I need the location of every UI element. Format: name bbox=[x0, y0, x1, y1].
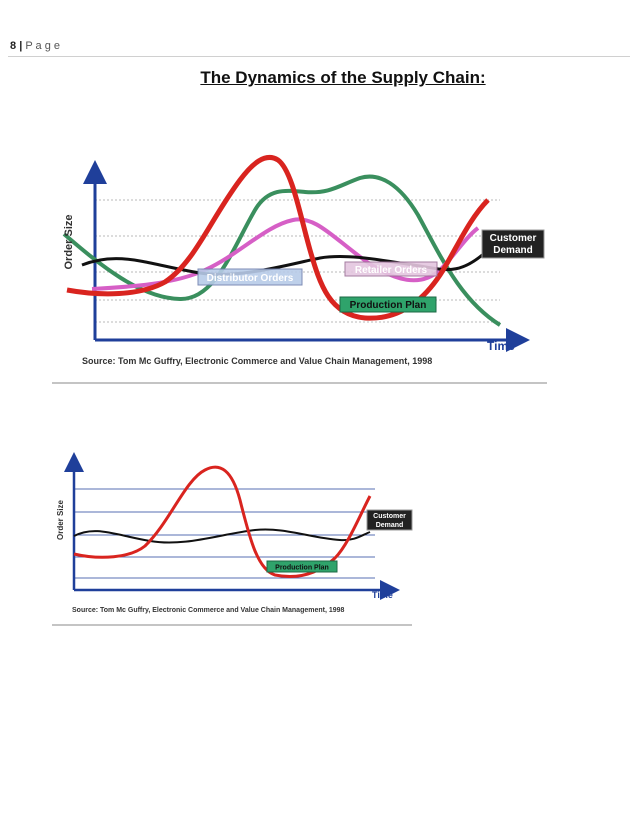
figure1-production-label-text: Production Plan bbox=[350, 300, 427, 311]
figure2-production-line bbox=[73, 465, 372, 578]
figure1-customer-label-line1: Customer bbox=[490, 233, 537, 244]
figure2-customer-demand-label: Customer Demand bbox=[366, 509, 413, 531]
figure2-customer-label-line1: Customer bbox=[373, 513, 406, 520]
figure1-retailer-orders-label: Retailer Orders bbox=[344, 261, 438, 277]
figure2-production-plan-label: Production Plan bbox=[266, 560, 338, 573]
page-word: P a g e bbox=[25, 40, 60, 52]
figure-1: Customer Demand Distributor Orders Retai… bbox=[52, 155, 547, 384]
figure2-source: Source: Tom Mc Guffry, Electronic Commer… bbox=[72, 607, 345, 614]
figure2-x-axis-label: Time bbox=[372, 590, 393, 600]
figure-2: Customer Demand Production Plan Order Si… bbox=[52, 452, 413, 626]
figure1-production-plan-label: Production Plan bbox=[339, 296, 437, 313]
header-separator: | bbox=[19, 40, 23, 52]
figure1-source: Source: Tom Mc Guffry, Electronic Commer… bbox=[82, 356, 432, 366]
figure1-distributor-line bbox=[62, 174, 502, 327]
figure1-y-axis-label: Order Size bbox=[63, 214, 75, 269]
page-title-text: The Dynamics of the Supply Chain: bbox=[200, 68, 486, 87]
figure1-production-line bbox=[66, 155, 490, 321]
page-header: 8 | P a g e bbox=[10, 40, 60, 52]
figure1-retailer-label-text: Retailer Orders bbox=[355, 265, 428, 276]
figure2-customer-label-line2: Demand bbox=[376, 522, 404, 529]
page-number: 8 bbox=[10, 40, 17, 52]
figure1-customer-label-line2: Demand bbox=[493, 245, 532, 256]
figure1-distributor-orders-label: Distributor Orders bbox=[197, 268, 303, 286]
header-rule bbox=[8, 56, 630, 57]
figure1-distributor-label-text: Distributor Orders bbox=[207, 273, 294, 284]
figure2-production-label-text: Production Plan bbox=[275, 565, 329, 572]
figure1-x-axis-label: Time bbox=[487, 339, 515, 353]
figure2-customer-line bbox=[73, 528, 371, 544]
figure2-y-axis-label: Order Size bbox=[56, 499, 65, 540]
page-title: The Dynamics of the Supply Chain: bbox=[0, 68, 638, 88]
figure1-customer-demand-label: Customer Demand bbox=[481, 229, 545, 259]
